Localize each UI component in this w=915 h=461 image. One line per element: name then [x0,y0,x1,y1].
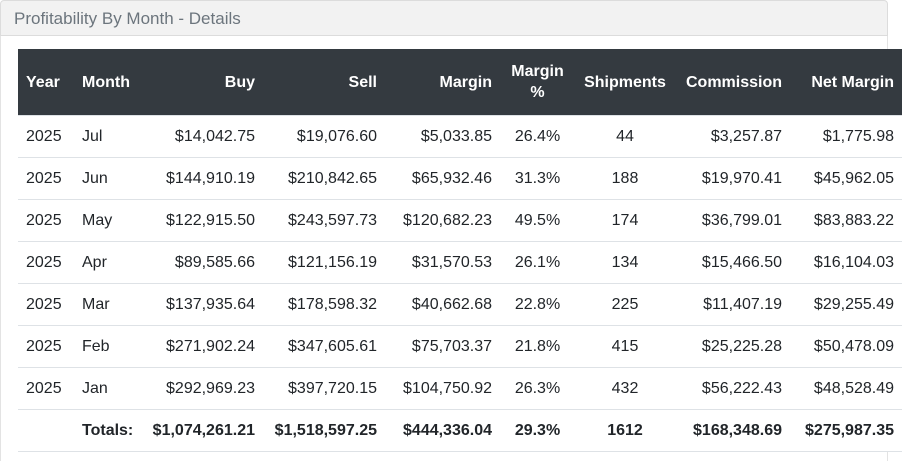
cell: Feb [74,325,140,368]
cell: $5,033.85 [385,115,500,158]
cell: 49.5% [500,199,575,242]
cell: $15,466.50 [675,241,790,284]
cell: 2025 [18,115,74,158]
column-header: Margin % [500,49,575,116]
column-header: Sell [263,49,385,116]
cell: $122,915.50 [140,199,263,242]
cell: $83,883.22 [790,199,902,242]
table-row: 2025 Feb $271,902.24 $347,605.61 $75,703.37 2… [18,325,902,368]
cell: $75,703.37 [385,325,500,368]
cell: 2025 [18,199,74,242]
cell: 2025 [18,367,74,410]
cell: $271,902.24 [140,325,263,368]
cell: $210,842.65 [263,157,385,200]
cell: $11,407.19 [675,283,790,326]
column-header: Buy [140,49,263,116]
column-header: Net Margin [790,49,902,116]
cell: $144,910.19 [140,157,263,200]
totals-label: Totals: [74,409,140,452]
cell: 44 [575,115,675,158]
cell: 2025 [18,283,74,326]
cell: 26.1% [500,241,575,284]
table: Year Month Buy Sell Margin Margin % Shipments C… [18,49,902,452]
cell: 2025 [18,241,74,284]
cell: $65,932.46 [385,157,500,200]
cell: Apr [74,241,140,284]
cell: 26.3% [500,367,575,410]
cell: 2025 [18,325,74,368]
column-header: Month [74,49,140,116]
cell: 26.4% [500,115,575,158]
cell: $292,969.23 [140,367,263,410]
cell: $29,255.49 [790,283,902,326]
cell: $104,750.92 [385,367,500,410]
table-row: 2025 Jan $292,969.23 $397,720.15 $104,750.92… [18,367,902,410]
total-cell: $1,518,597.25 [263,409,385,452]
table-row: 2025 Apr $89,585.66 $121,156.19 $31,570.53 26… [18,241,902,284]
cell: $89,585.66 [140,241,263,284]
table-row: 2025 Jul $14,042.75 $19,076.60 $5,033.85 26.4… [18,115,902,158]
cell: $16,104.03 [790,241,902,284]
cell: 134 [575,241,675,284]
title: Profitability By Month - Details [14,9,241,28]
column-header: Year [18,49,74,116]
cell: $40,662.68 [385,283,500,326]
total-cell: $1,074,261.21 [140,409,263,452]
cell: 2025 [18,157,74,200]
table-body: 2025 Jul $14,042.75 $19,076.60 $5,033.85 26.4… [18,115,902,452]
total-cell: 29.3% [500,409,575,452]
cell: $19,970.41 [675,157,790,200]
cell: 21.8% [500,325,575,368]
column-header: Shipments [575,49,675,116]
cell: 415 [575,325,675,368]
table-row: 2025 Jun $144,910.19 $210,842.65 $65,932.46 3… [18,157,902,200]
cell: Jun [74,157,140,200]
header-row: Year Month Buy Sell Margin Margin % Shipments C… [18,49,902,116]
cell: 188 [575,157,675,200]
cell: $243,597.73 [263,199,385,242]
column-header: Margin [385,49,500,116]
cell: Jan [74,367,140,410]
cell: $45,962.05 [790,157,902,200]
cell [18,409,74,452]
totals-row: Totals: $1,074,261.21 $1,518,597.25 $444,33… [18,409,902,452]
cell: $14,042.75 [140,115,263,158]
total-cell: $444,336.04 [385,409,500,452]
cell: $19,076.60 [263,115,385,158]
cell: $121,156.19 [263,241,385,284]
cell: $48,528.49 [790,367,902,410]
cell: Jul [74,115,140,158]
cell: $25,225.28 [675,325,790,368]
cell: $347,605.61 [263,325,385,368]
cell: $50,478.09 [790,325,902,368]
column-header: Commission [675,49,790,116]
cell: $137,935.64 [140,283,263,326]
cell: $31,570.53 [385,241,500,284]
cell: 174 [575,199,675,242]
total-cell: 1612 [575,409,675,452]
cell: Mar [74,283,140,326]
cell: 225 [575,283,675,326]
cell: May [74,199,140,242]
table-row: 2025 May $122,915.50 $243,597.73 $120,682.23… [18,199,902,242]
cell: $3,257.87 [675,115,790,158]
cell: $178,598.32 [263,283,385,326]
cell: $56,222.43 [675,367,790,410]
cell: 432 [575,367,675,410]
cell: $36,799.01 [675,199,790,242]
cell: $120,682.23 [385,199,500,242]
cell: 31.3% [500,157,575,200]
cell: $397,720.15 [263,367,385,410]
total-cell: $168,348.69 [675,409,790,452]
cell: $1,775.98 [790,115,902,158]
total-cell: $275,987.35 [790,409,902,452]
card-header: Profitability By Month - Details [0,0,888,36]
cell: 22.8% [500,283,575,326]
table-row: 2025 Mar $137,935.64 $178,598.32 $40,662.68 2… [18,283,902,326]
